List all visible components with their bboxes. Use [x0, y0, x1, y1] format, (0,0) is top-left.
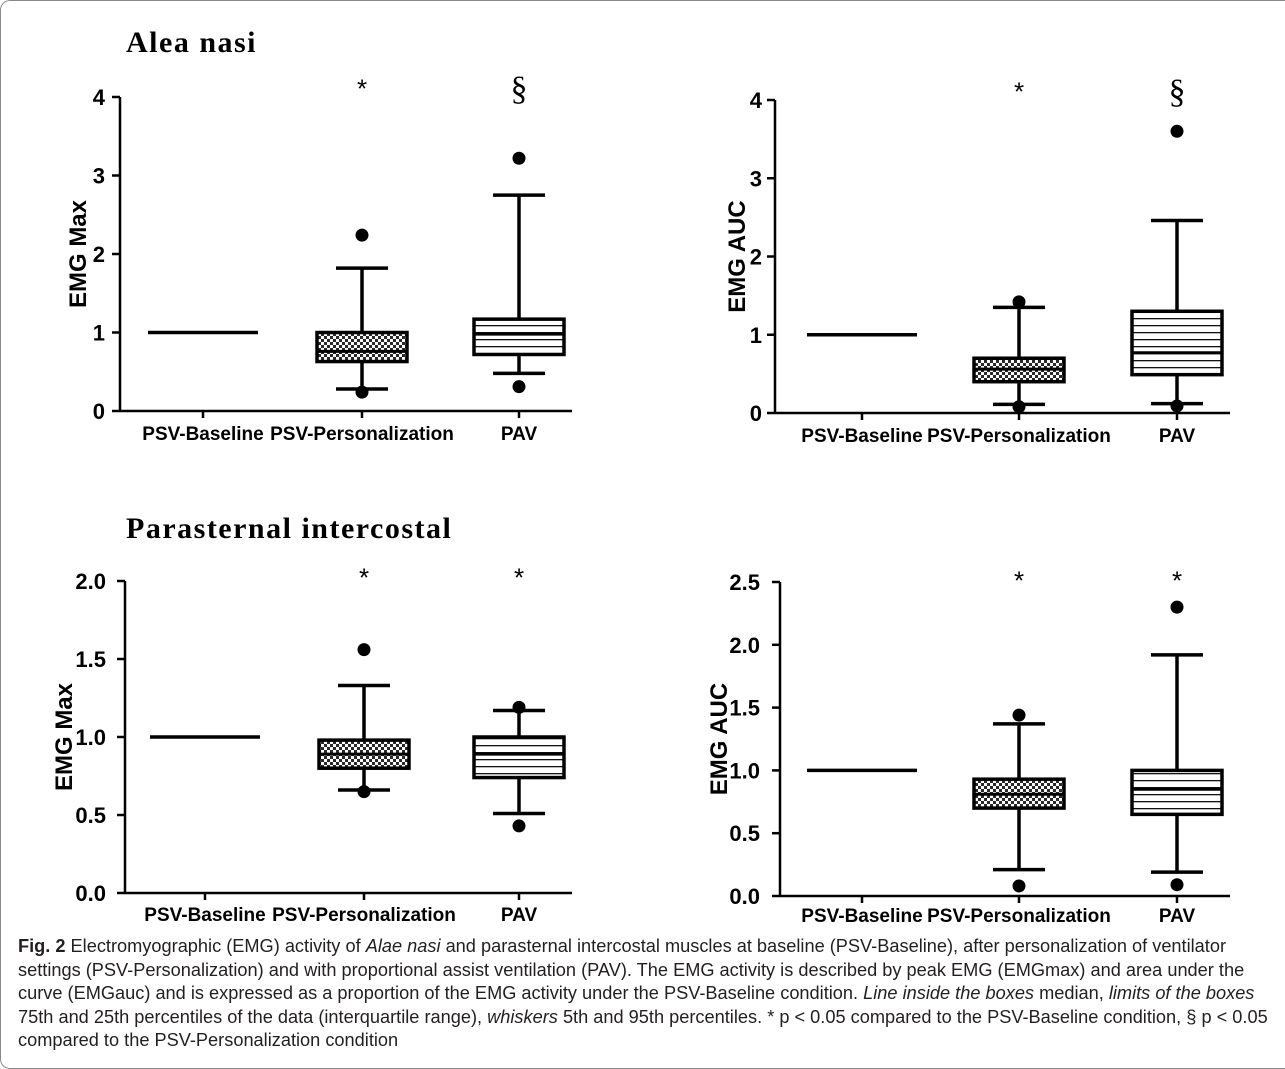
outlier-point	[1170, 878, 1184, 892]
y-tick-label: 2.0	[729, 633, 760, 658]
y-tick-label: 2.0	[75, 569, 106, 594]
y-tick-label: 2.5	[729, 570, 760, 595]
outlier-point	[1012, 879, 1026, 893]
caption-italic-term: Alae nasi	[365, 936, 441, 956]
y-tick-label: 0	[750, 401, 762, 426]
x-tick-label: PSV-Personalization	[270, 424, 454, 445]
outlier-point	[355, 228, 369, 242]
y-tick-label: 3	[93, 164, 105, 189]
box-iqr	[472, 317, 566, 357]
x-tick-label: PSV-Personalization	[272, 905, 456, 926]
y-tick-label: 1.0	[75, 725, 106, 750]
asterisk-annotation: *	[359, 562, 369, 592]
box-iqr	[315, 330, 409, 364]
y-tick-label: 4	[750, 88, 763, 113]
outlier-point	[357, 643, 371, 657]
outlier-point	[1170, 124, 1184, 138]
section-sign-annotation: §	[1169, 74, 1186, 111]
y-tick-label: 0.5	[729, 821, 760, 846]
asterisk-annotation: *	[1014, 77, 1024, 107]
caption-text: Electromyographic (EMG) activity of Alae…	[18, 936, 1268, 1050]
y-tick-label: 0	[93, 399, 105, 424]
figure-caption: Fig. 2 Electromyographic (EMG) activity …	[18, 935, 1280, 1053]
caption-segment: median,	[1034, 983, 1109, 1003]
x-tick-label: PSV-Personalization	[927, 426, 1111, 447]
asterisk-annotation: *	[357, 74, 367, 104]
asterisk-annotation: *	[514, 562, 524, 592]
outlier-point	[1012, 295, 1026, 309]
x-tick-label: PAV	[1159, 426, 1196, 447]
caption-label: Fig. 2	[18, 936, 66, 956]
y-tick-label: 1	[93, 321, 105, 346]
x-tick-label: PSV-Baseline	[144, 905, 265, 926]
y-tick-label: 2	[93, 242, 105, 267]
caption-italic-term: whiskers	[487, 1006, 558, 1027]
outlier-point	[1012, 708, 1026, 722]
y-tick-label: 0.0	[75, 881, 106, 906]
x-tick-label: PSV-Baseline	[142, 424, 263, 445]
x-tick-label: PAV	[501, 424, 538, 445]
y-tick-label: 1.5	[75, 647, 106, 672]
caption-segment: Electromyographic (EMG) activity of	[65, 936, 366, 956]
y-tick-label: 1	[750, 323, 762, 348]
y-tick-label: 1.5	[729, 696, 760, 721]
outlier-point	[1012, 400, 1026, 414]
asterisk-annotation: *	[1172, 565, 1182, 595]
caption-italic-term: Line inside the boxes	[863, 983, 1035, 1003]
outlier-point	[512, 819, 526, 833]
box-iqr	[1130, 309, 1224, 377]
caption-italic-term: limits of the boxes	[1108, 983, 1255, 1003]
outlier-point	[1170, 399, 1184, 413]
outlier-point	[512, 700, 526, 714]
x-tick-label: PAV	[501, 905, 538, 926]
figure-panels: Alea nasi Parasternal intercostal 0 1 2 3 4 P…	[51, 26, 1230, 927]
chart-panel-4: 0.0 0.5 1.0 1.5 2.0 2.5 PSV-Baseline PSV-Person…	[706, 565, 1230, 927]
box-iqr	[472, 735, 566, 780]
y-tick-label: 0.0	[729, 884, 760, 909]
chart-panel-1: 0 1 2 3 4 PSV-Baseline PSV-Personalization PAV E…	[65, 71, 572, 445]
caption-segment: and parasternal intercostal muscles at b…	[18, 936, 1245, 1003]
y-tick-label: 4	[93, 85, 106, 110]
asterisk-annotation: *	[1014, 565, 1024, 595]
y-axis-label: EMG AUC	[706, 683, 733, 795]
y-tick-label: 0.5	[75, 803, 106, 828]
outlier-point	[1170, 600, 1184, 614]
outlier-point	[512, 380, 526, 394]
section-sign-annotation: §	[511, 71, 528, 108]
y-tick-label: 1.0	[729, 758, 760, 783]
section-title-parasternal-intercostal: Parasternal intercostal	[126, 512, 452, 545]
x-tick-label: PSV-Baseline	[801, 426, 922, 447]
y-axis-label: EMG Max	[51, 682, 78, 791]
outlier-point	[355, 385, 369, 399]
outlier-point	[357, 785, 371, 799]
y-tick-label: 2	[750, 245, 762, 270]
y-tick-label: 3	[750, 166, 762, 191]
outlier-point	[512, 151, 526, 165]
x-tick-label: PAV	[1159, 906, 1196, 927]
caption-segment: 5th and 95th percentiles. * p < 0.05 com…	[18, 1006, 1268, 1051]
caption-segment: 75th and 25th percentiles of the data (i…	[18, 1006, 488, 1027]
chart-panel-3: 0.0 0.5 1.0 1.5 2.0 PSV-Baseline PSV-Personali…	[51, 562, 572, 926]
y-axis-label: EMG AUC	[724, 200, 751, 312]
section-title-alea-nasi: Alea nasi	[126, 26, 257, 59]
x-tick-label: PSV-Personalization	[927, 906, 1111, 927]
x-tick-label: PSV-Baseline	[801, 906, 922, 927]
chart-panel-2: 0 1 2 3 4 PSV-Baseline PSV-Personalization PAV E…	[724, 74, 1230, 447]
y-axis-label: EMG Max	[65, 199, 92, 308]
box-iqr	[1130, 768, 1224, 817]
